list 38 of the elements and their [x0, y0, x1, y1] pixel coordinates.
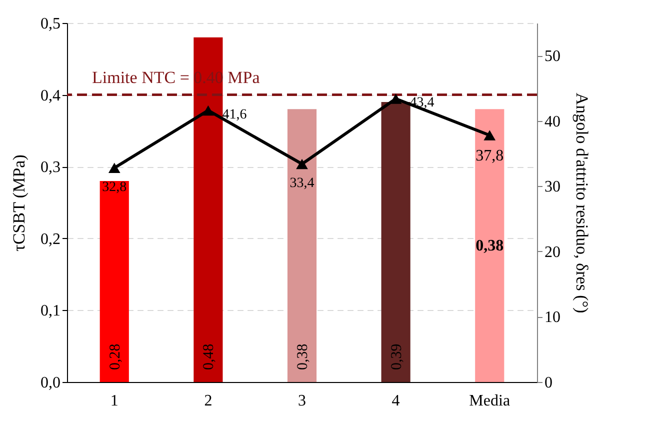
y2-tick-label: 30 [544, 178, 560, 196]
point [390, 94, 402, 104]
y2-tick-label: 40 [544, 113, 560, 130]
bar [381, 102, 410, 382]
x-tick-label: 3 [298, 392, 306, 410]
data-label: 0,39 [388, 344, 405, 370]
y-axis-title: τCSBT (MPa) [10, 154, 28, 252]
bar [287, 109, 317, 382]
y-tick-label: 0,4 [40, 87, 60, 104]
point [296, 158, 308, 170]
point [484, 130, 496, 140]
y2-axis-title: Angolo d'attrito residuo, δres (°) [572, 92, 592, 314]
y2-tick-label: 10 [544, 309, 560, 326]
x-tick-label: 2 [204, 392, 212, 410]
x-tick-label: Media [469, 392, 510, 410]
y-tick-label: 0,1 [40, 302, 60, 320]
y2-tick-label: 20 [544, 244, 560, 261]
bar [100, 180, 129, 382]
data-label: 33,4 [290, 176, 314, 191]
x-tick-label: 4 [392, 392, 400, 410]
bar [194, 37, 223, 382]
y-tick-label: 0,3 [40, 159, 60, 176]
data-label: 0,48 [201, 344, 218, 370]
bar [475, 109, 504, 382]
y2-tick-label: 50 [544, 48, 560, 66]
y-tick-label: 0,0 [40, 374, 60, 392]
data-label: 0,28 [107, 344, 124, 370]
data-label: 41,6 [222, 107, 247, 122]
point [108, 162, 120, 174]
data-label: 0,38 [476, 238, 504, 255]
x-tick-label: 1 [110, 392, 118, 410]
data-label: 32,8 [102, 180, 127, 195]
y-tick-label: 0,5 [40, 16, 60, 32]
point [202, 105, 214, 116]
y2-tick-label: 0 [544, 374, 552, 392]
y-tick-label: 0,2 [40, 230, 60, 248]
data-label: 37,8 [476, 147, 504, 164]
data-label: 0,38 [295, 344, 311, 370]
